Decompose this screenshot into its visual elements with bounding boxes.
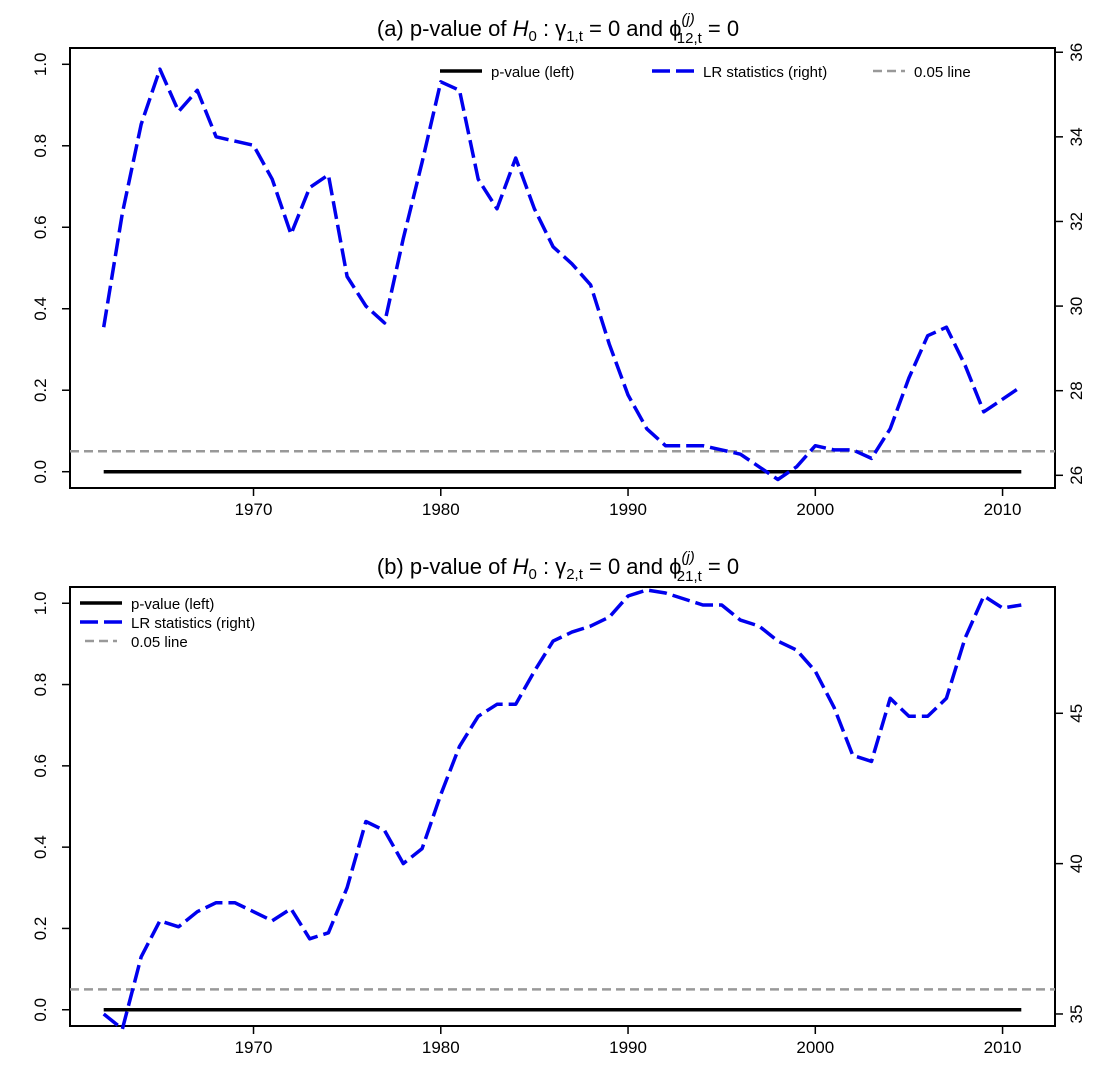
panel-a-y-axis-right: 26 28 30 32 34 36 bbox=[1055, 43, 1086, 485]
panel-a-series bbox=[70, 67, 1055, 482]
legend-label-p-value: p-value (left) bbox=[131, 596, 214, 613]
panel-a-title: (a) p-value of H0 : γ1,t = 0 and ϕ(j) 12,… bbox=[377, 11, 739, 47]
panel-b: (b) p-value of H0 : γ2,t = 0 and ϕ(j) 21,… bbox=[31, 549, 1086, 1057]
panel-b-title: (b) p-value of H0 : γ2,t = 0 and ϕ(j) 21,… bbox=[377, 549, 739, 585]
panel-b-x-tick-label: 1990 bbox=[609, 1038, 647, 1057]
panel-b-x-tick-label: 1980 bbox=[422, 1038, 460, 1057]
panel-a-y-left-tick-label: 0.0 bbox=[31, 460, 50, 484]
panel-b-y-right-tick-label: 35 bbox=[1067, 1005, 1086, 1024]
legend-label-lr-statistics: LR statistics (right) bbox=[703, 64, 827, 81]
legend-label-lr-statistics: LR statistics (right) bbox=[131, 615, 255, 632]
panel-a-lr-statistics-line bbox=[101, 67, 1023, 482]
panel-a-x-tick-label: 1990 bbox=[609, 500, 647, 519]
panel-b-y-right-tick-label: 40 bbox=[1067, 854, 1086, 873]
panel-a-y-right-tick-label: 32 bbox=[1067, 212, 1086, 231]
panel-a-y-left-tick-label: 1.0 bbox=[31, 52, 50, 76]
panel-b-y-axis-left: 0.0 0.2 0.4 0.6 0.8 1.0 bbox=[31, 591, 70, 1022]
legend-label-005-line: 0.05 line bbox=[131, 634, 188, 651]
panel-a-y-axis-left: 0.0 0.2 0.4 0.6 0.8 1.0 bbox=[31, 52, 70, 484]
panel-b-plot-frame bbox=[69, 586, 1056, 1027]
panel-b-y-left-tick-label: 0.8 bbox=[31, 673, 50, 697]
panel-a-legend: p-value (left) LR statistics (right) 0.0… bbox=[440, 64, 971, 81]
panel-a-y-right-tick-label: 28 bbox=[1067, 381, 1086, 400]
panel-b-x-tick-label: 1970 bbox=[235, 1038, 273, 1057]
panel-b-y-left-tick-label: 0.2 bbox=[31, 917, 50, 941]
panel-a-y-left-tick-label: 0.6 bbox=[31, 215, 50, 239]
panel-b-x-tick-label: 2010 bbox=[984, 1038, 1022, 1057]
panel-a-y-right-tick-label: 36 bbox=[1067, 43, 1086, 62]
panel-a-y-left-tick-label: 0.4 bbox=[31, 297, 50, 321]
panel-a-y-right-tick-label: 26 bbox=[1067, 466, 1086, 485]
panel-a-x-tick-label: 2010 bbox=[984, 500, 1022, 519]
panel-b-y-left-tick-label: 0.6 bbox=[31, 754, 50, 778]
panel-b-y-right-tick-label: 45 bbox=[1067, 704, 1086, 723]
panel-b-y-left-tick-label: 1.0 bbox=[31, 591, 50, 615]
panel-a-x-tick-label: 1980 bbox=[422, 500, 460, 519]
panel-b-x-tick-label: 2000 bbox=[796, 1038, 834, 1057]
panel-b-y-axis-right: 35 40 45 bbox=[1055, 704, 1086, 1024]
panel-a-y-right-tick-label: 30 bbox=[1067, 297, 1086, 316]
panel-b-y-left-tick-label: 0.0 bbox=[31, 998, 50, 1022]
panel-a-y-left-tick-label: 0.8 bbox=[31, 134, 50, 158]
panel-b-legend: p-value (left) LR statistics (right) 0.0… bbox=[80, 596, 255, 651]
panel-a-x-tick-label: 2000 bbox=[796, 500, 834, 519]
panel-b-x-axis: 1970 1980 1990 2000 2010 bbox=[235, 1026, 1022, 1057]
panel-b-y-left-tick-label: 0.4 bbox=[31, 835, 50, 859]
legend-label-p-value: p-value (left) bbox=[491, 64, 574, 81]
panel-a-x-axis: 1970 1980 1990 2000 2010 bbox=[235, 488, 1022, 519]
panel-a-plot-frame bbox=[69, 47, 1056, 489]
legend-label-005-line: 0.05 line bbox=[914, 64, 971, 81]
panel-b-series bbox=[70, 588, 1055, 1031]
panel-b-lr-statistics-line bbox=[102, 588, 1022, 1031]
panel-a: (a) p-value of H0 : γ1,t = 0 and ϕ(j) 12,… bbox=[31, 11, 1086, 519]
panel-a-y-left-tick-label: 0.2 bbox=[31, 378, 50, 402]
panel-a-y-right-tick-label: 34 bbox=[1067, 127, 1086, 146]
panel-a-x-tick-label: 1970 bbox=[235, 500, 273, 519]
